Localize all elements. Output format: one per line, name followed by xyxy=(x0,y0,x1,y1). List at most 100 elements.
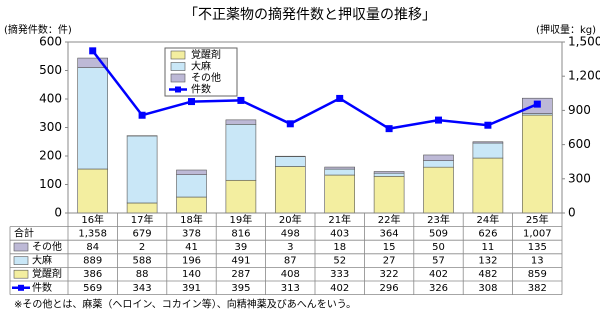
table-cell: 132 xyxy=(478,256,497,267)
x-tick-label: 18年 xyxy=(180,213,203,226)
bar-segment xyxy=(225,124,257,181)
x-tick-label: 19年 xyxy=(230,213,253,226)
y-tick-label: 500 xyxy=(39,63,62,77)
x-tick-label: 17年 xyxy=(131,213,154,226)
table-cell: 87 xyxy=(284,256,297,267)
table-cell: 491 xyxy=(231,256,250,267)
bar-segment xyxy=(225,179,257,214)
bar-segment xyxy=(423,154,454,161)
table-cell: 296 xyxy=(380,283,399,294)
bar-segment xyxy=(77,67,108,170)
x-tick-label: 16年 xyxy=(81,213,104,226)
bar-segment xyxy=(176,174,207,198)
line-marker xyxy=(533,100,541,108)
y-tick-label: 100 xyxy=(39,177,62,191)
table-cell: 588 xyxy=(133,256,152,267)
bar-segment xyxy=(521,114,553,214)
table-cell: 287 xyxy=(231,269,250,280)
row-label: 大麻 xyxy=(32,254,52,267)
table-cell: 386 xyxy=(83,269,102,280)
bar-segment xyxy=(324,166,356,170)
x-tick-label: 21年 xyxy=(328,213,351,226)
table-cell: 196 xyxy=(182,256,201,267)
bar-segment xyxy=(77,57,108,68)
bar-segment xyxy=(176,169,207,175)
legend-swatch xyxy=(13,256,29,265)
table-cell: 39 xyxy=(235,242,248,253)
bar-segment xyxy=(373,172,405,177)
table-cell: 378 xyxy=(182,228,201,239)
bar-segment xyxy=(373,171,405,174)
table-cell: 11 xyxy=(482,242,495,253)
bar-segment xyxy=(472,141,504,144)
table-cell: 364 xyxy=(380,228,399,239)
bar-segment xyxy=(373,175,405,214)
y2-tick-label: 600 xyxy=(568,137,591,151)
table-cell: 18 xyxy=(333,242,346,253)
table-cell: 50 xyxy=(432,242,445,253)
y-axis-label: (摘発件数：件) xyxy=(4,23,72,36)
y-tick-label: 600 xyxy=(39,35,62,49)
y2-tick-label: 300 xyxy=(568,171,591,185)
table-cell: 326 xyxy=(429,283,448,294)
legend-swatch xyxy=(170,73,186,83)
table-cell: 1,358 xyxy=(78,228,107,239)
table-cell: 140 xyxy=(182,269,201,280)
table-cell: 569 xyxy=(83,283,102,294)
table-cell: 395 xyxy=(231,283,250,294)
note: ※その他とは、麻薬（ヘロイン、コカイン等）、向精神薬及びあへんをいう。 xyxy=(14,298,356,311)
y-tick-label: 0 xyxy=(54,206,62,220)
row-label: 合計 xyxy=(14,226,34,239)
x-tick-label: 22年 xyxy=(378,213,401,226)
table-cell: 313 xyxy=(281,283,300,294)
table-cell: 816 xyxy=(231,228,250,239)
y2-axis-label: (押収量：kg) xyxy=(536,23,596,36)
legend-marker xyxy=(18,284,24,291)
y2-tick-label: 1,500 xyxy=(568,35,600,49)
bar-segment xyxy=(324,168,356,176)
table-cell: 626 xyxy=(478,228,497,239)
y2-tick-label: 0 xyxy=(568,206,576,220)
chart-title: 「不正薬物の摘発件数と押収量の推移」 xyxy=(184,6,436,23)
line-marker xyxy=(484,121,492,129)
line-marker xyxy=(286,120,294,128)
table-cell: 403 xyxy=(330,228,349,239)
legend-label: 件数 xyxy=(191,83,211,96)
legend-swatch xyxy=(13,242,29,252)
x-tick-label: 24年 xyxy=(477,213,500,226)
row-label: 覚醒剤 xyxy=(32,267,62,280)
y2-tick-label: 900 xyxy=(568,103,591,117)
table-cell: 88 xyxy=(136,269,149,280)
table-cell: 13 xyxy=(531,256,544,267)
legend-marker xyxy=(175,86,181,93)
legend-label: 覚醒剤 xyxy=(191,48,221,61)
line-marker xyxy=(237,96,245,104)
table-cell: 135 xyxy=(528,242,547,253)
line-marker xyxy=(188,98,195,106)
table-cell: 1,007 xyxy=(523,228,552,239)
bar-segment xyxy=(176,196,207,214)
bar-segment xyxy=(472,157,504,214)
table-cell: 333 xyxy=(330,269,349,280)
table-cell: 679 xyxy=(133,228,152,239)
table-cell: 343 xyxy=(133,283,152,294)
table-cell: 382 xyxy=(528,283,547,294)
bar-segment xyxy=(126,202,158,214)
bar-segment xyxy=(126,135,158,204)
legend-label: 大麻 xyxy=(191,60,211,73)
x-tick-label: 23年 xyxy=(427,213,450,226)
table-cell: 3 xyxy=(287,242,293,253)
bar-segment xyxy=(324,174,356,214)
x-tick-label: 25年 xyxy=(526,213,549,226)
legend-swatch xyxy=(170,50,186,60)
table-cell: 2 xyxy=(139,242,145,253)
bar-segment xyxy=(423,160,454,168)
line-marker xyxy=(435,116,442,124)
table-cell: 509 xyxy=(429,228,448,239)
legend-swatch xyxy=(170,62,186,71)
table-cell: 15 xyxy=(383,242,396,253)
table-cell: 391 xyxy=(182,283,201,294)
y-tick-label: 200 xyxy=(39,149,62,163)
bar-segment xyxy=(274,156,306,167)
